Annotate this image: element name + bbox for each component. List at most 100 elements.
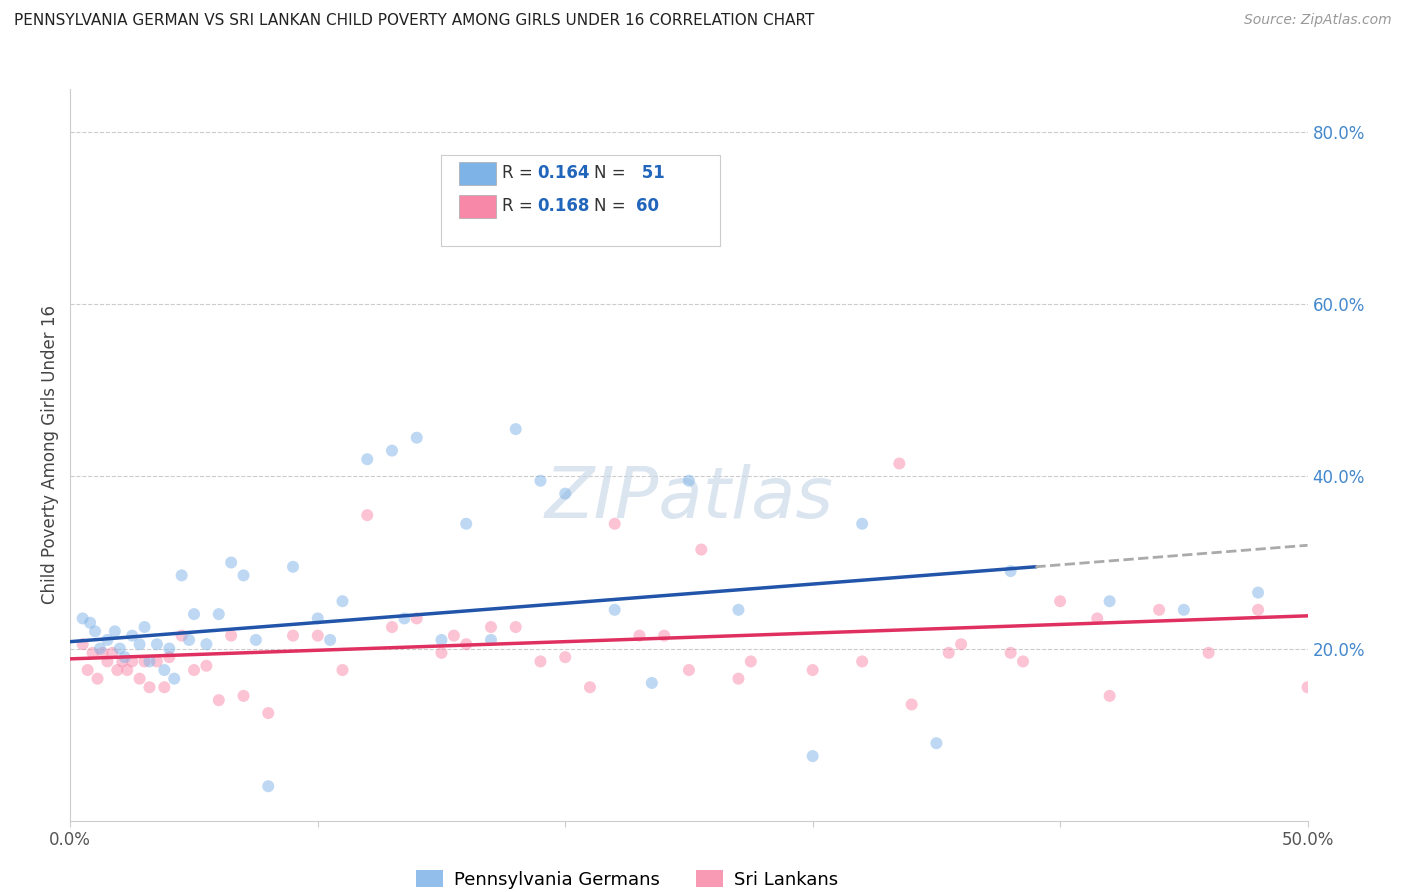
Point	[104, 624, 127, 639]
Point	[456, 637, 478, 651]
Point	[281, 629, 304, 643]
Point	[356, 452, 378, 467]
Point	[801, 663, 824, 677]
Point	[1000, 646, 1022, 660]
Point	[1296, 680, 1319, 694]
Text: PENNSYLVANIA GERMAN VS SRI LANKAN CHILD POVERTY AMONG GIRLS UNDER 16 CORRELATION: PENNSYLVANIA GERMAN VS SRI LANKAN CHILD …	[14, 13, 814, 29]
Legend: Pennsylvania Germans, Sri Lankans: Pennsylvania Germans, Sri Lankans	[409, 863, 845, 892]
Point	[851, 516, 873, 531]
Point	[1012, 655, 1035, 669]
Point	[1147, 603, 1170, 617]
Text: R =: R =	[502, 164, 538, 182]
Text: Source: ZipAtlas.com: Source: ZipAtlas.com	[1244, 13, 1392, 28]
Point	[690, 542, 713, 557]
Text: N =: N =	[593, 197, 630, 215]
Text: 60: 60	[636, 197, 659, 215]
FancyBboxPatch shape	[441, 155, 720, 246]
Point	[134, 655, 156, 669]
Point	[96, 655, 118, 669]
Point	[889, 457, 911, 471]
Point	[84, 624, 107, 639]
Point	[307, 611, 329, 625]
Point	[443, 629, 465, 643]
Point	[208, 693, 231, 707]
Point	[79, 615, 101, 630]
Point	[153, 663, 176, 677]
Text: 0.164: 0.164	[537, 164, 589, 182]
Point	[579, 680, 602, 694]
Point	[529, 655, 551, 669]
Text: N =: N =	[593, 164, 630, 182]
Point	[1198, 646, 1220, 660]
Point	[128, 672, 150, 686]
Point	[157, 650, 180, 665]
Point	[146, 655, 169, 669]
Point	[394, 611, 416, 625]
Point	[183, 607, 205, 621]
Point	[146, 637, 169, 651]
Point	[505, 620, 527, 634]
Point	[157, 641, 180, 656]
Point	[1247, 585, 1270, 599]
Point	[307, 629, 329, 643]
Point	[456, 516, 478, 531]
Point	[121, 629, 143, 643]
Point	[740, 655, 762, 669]
Point	[1085, 611, 1108, 625]
Point	[153, 680, 176, 694]
Point	[177, 632, 200, 647]
Point	[652, 629, 675, 643]
Point	[195, 658, 218, 673]
Point	[554, 486, 576, 500]
Point	[219, 629, 242, 643]
Point	[89, 641, 111, 656]
Point	[430, 646, 453, 660]
Point	[108, 641, 131, 656]
Point	[91, 646, 114, 660]
Point	[925, 736, 948, 750]
Point	[72, 611, 94, 625]
Point	[579, 228, 602, 243]
Point	[479, 632, 502, 647]
Text: R =: R =	[502, 197, 538, 215]
Point	[479, 620, 502, 634]
Point	[121, 655, 143, 669]
Point	[86, 672, 108, 686]
Point	[114, 650, 136, 665]
Point	[505, 422, 527, 436]
Point	[138, 655, 160, 669]
Point	[101, 646, 124, 660]
Point	[1049, 594, 1071, 608]
Point	[128, 637, 150, 651]
Point	[245, 632, 267, 647]
Point	[430, 632, 453, 647]
Point	[529, 474, 551, 488]
Point	[641, 676, 664, 690]
Point	[603, 516, 626, 531]
FancyBboxPatch shape	[458, 194, 496, 218]
Point	[678, 474, 700, 488]
Point	[801, 749, 824, 764]
Point	[1247, 603, 1270, 617]
Point	[232, 689, 254, 703]
Point	[257, 706, 280, 720]
Point	[405, 431, 427, 445]
Point	[111, 655, 134, 669]
Point	[96, 632, 118, 647]
Point	[727, 672, 749, 686]
Point	[105, 663, 128, 677]
Point	[554, 650, 576, 665]
Point	[76, 663, 98, 677]
Point	[208, 607, 231, 621]
Point	[82, 646, 104, 660]
Point	[950, 637, 973, 651]
Point	[332, 594, 354, 608]
Point	[603, 603, 626, 617]
Point	[219, 556, 242, 570]
Point	[72, 637, 94, 651]
Point	[900, 698, 922, 712]
Point	[115, 663, 138, 677]
Point	[628, 629, 651, 643]
Point	[356, 508, 378, 523]
Point	[381, 620, 404, 634]
